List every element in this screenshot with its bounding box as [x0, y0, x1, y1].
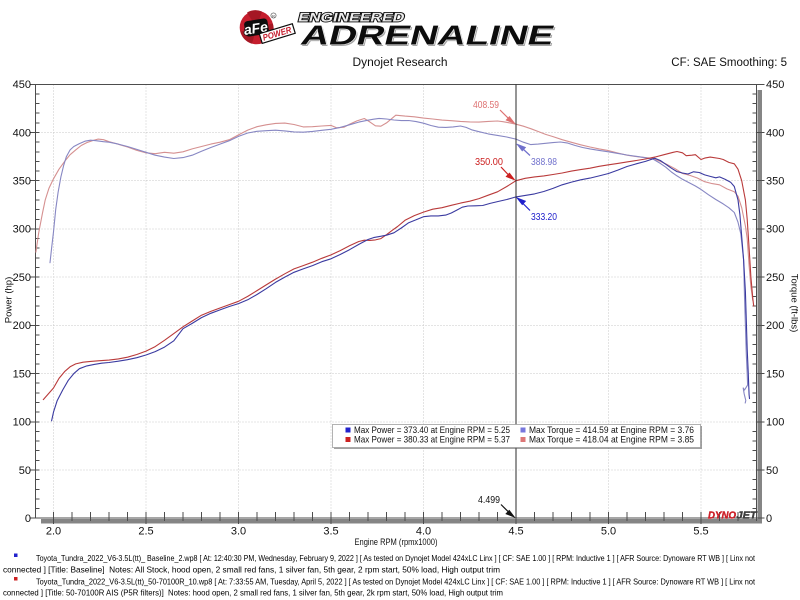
svg-text:JET: JET	[737, 511, 758, 522]
svg-text:250: 250	[13, 272, 31, 284]
svg-text:Max Torque = 414.59 at Engine: Max Torque = 414.59 at Engine RPM = 3.76	[529, 425, 694, 435]
svg-text:5.0: 5.0	[601, 526, 616, 538]
svg-text:connected ] [Title: Baseline]: connected ] [Title: Baseline] Notes: All…	[3, 565, 500, 575]
svg-text:Max Power = 373.40 at Engine R: Max Power = 373.40 at Engine RPM = 5.25	[354, 425, 510, 435]
svg-text:333.20: 333.20	[531, 211, 557, 223]
svg-text:350: 350	[13, 176, 31, 188]
svg-text:ADRENALINE: ADRENALINE	[298, 20, 558, 51]
svg-text:300: 300	[766, 224, 784, 236]
svg-text:Toyota_Tundra_2022_V6-3.5L(tt): Toyota_Tundra_2022_V6-3.5L(tt)_ Baseline…	[36, 553, 756, 563]
svg-text:Max Power = 380.33 at Engine R: Max Power = 380.33 at Engine RPM = 5.37	[354, 434, 510, 444]
svg-text:100: 100	[766, 417, 784, 429]
svg-text:200: 200	[766, 320, 784, 332]
svg-text:150: 150	[13, 368, 31, 380]
svg-text:3.5: 3.5	[323, 526, 338, 538]
svg-text:50: 50	[766, 465, 778, 477]
svg-text:5.5: 5.5	[693, 526, 708, 538]
svg-text:Power (hp): Power (hp)	[4, 277, 15, 323]
svg-text:CF: SAE Smoothing: 5: CF: SAE Smoothing: 5	[671, 57, 787, 69]
svg-text:4.5: 4.5	[508, 526, 523, 538]
svg-text:2.5: 2.5	[138, 526, 153, 538]
svg-text:200: 200	[13, 320, 31, 332]
svg-text:4.499: 4.499	[478, 494, 500, 506]
svg-text:150: 150	[766, 368, 784, 380]
svg-text:50: 50	[19, 465, 31, 477]
svg-text:400: 400	[766, 127, 784, 139]
svg-text:Engine RPM (rpmx1000): Engine RPM (rpmx1000)	[355, 537, 438, 548]
svg-text:388.98: 388.98	[531, 156, 557, 168]
svg-text:350.00: 350.00	[475, 156, 503, 168]
svg-text:DYNO: DYNO	[708, 511, 736, 522]
svg-text:408.59: 408.59	[473, 99, 499, 111]
svg-text:450: 450	[13, 79, 31, 91]
svg-text:R: R	[272, 14, 275, 18]
svg-text:Max Torque = 418.04 at Engine: Max Torque = 418.04 at Engine RPM = 3.85	[529, 434, 694, 444]
svg-text:ADRENALINE: ADRENALINE	[299, 21, 559, 52]
svg-text:450: 450	[766, 79, 784, 91]
svg-text:350: 350	[766, 176, 784, 188]
svg-text:connected ] [Title: 50-70100R: connected ] [Title: 50-70100R AIS (P5R f…	[3, 588, 503, 598]
svg-text:ENGINEERED: ENGINEERED	[297, 11, 406, 25]
svg-text:Torque (ft-lbs): Torque (ft-lbs)	[789, 274, 800, 333]
svg-text:4.0: 4.0	[416, 526, 431, 538]
svg-text:0: 0	[25, 513, 31, 525]
svg-text:3.0: 3.0	[231, 526, 246, 538]
svg-text:300: 300	[13, 224, 31, 236]
svg-text:0: 0	[766, 513, 772, 525]
svg-text:2.0: 2.0	[46, 526, 61, 538]
svg-text:400: 400	[13, 127, 31, 139]
svg-text:100: 100	[13, 417, 31, 429]
svg-text:Toyota_Tundra_2022_V6-3.5L(tt): Toyota_Tundra_2022_V6-3.5L(tt)_50-70100R…	[36, 577, 756, 587]
svg-text:Dynojet Research: Dynojet Research	[353, 57, 448, 69]
svg-text:250: 250	[766, 272, 784, 284]
